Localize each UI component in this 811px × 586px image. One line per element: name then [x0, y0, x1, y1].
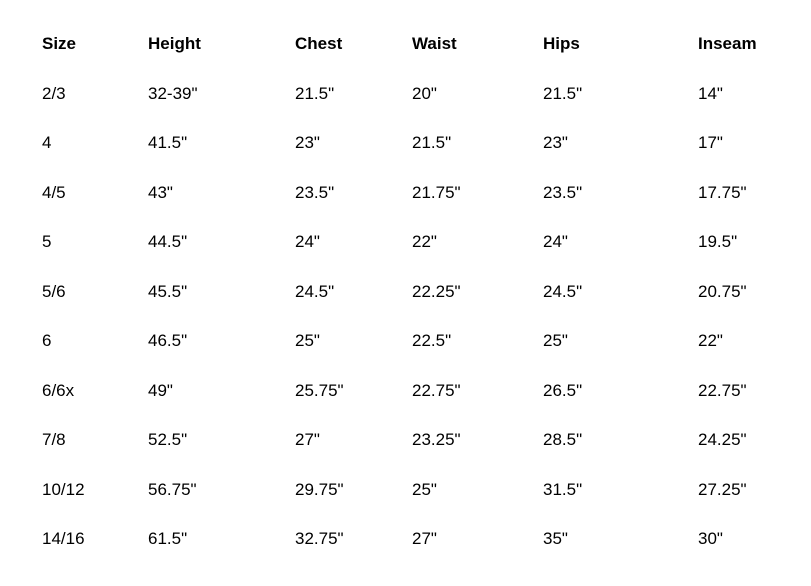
table-cell: 17": [698, 133, 723, 153]
header-cell-hips: Hips: [543, 34, 580, 54]
table-cell: 30": [698, 529, 723, 549]
header-cell-inseam: Inseam: [698, 34, 757, 54]
table-cell: 27": [295, 430, 320, 450]
table-cell: 5/6: [42, 281, 66, 301]
table-cell: 22": [412, 232, 437, 252]
table-cell: 21.5": [295, 83, 335, 103]
table-cell: 29.75": [295, 479, 344, 499]
table-cell: 22.5": [412, 331, 452, 351]
table-cell: 2/3: [42, 83, 66, 103]
table-cell: 4: [42, 133, 52, 153]
table-cell: 23": [295, 133, 320, 153]
table-cell: 32.75": [295, 529, 344, 549]
table-cell: 45.5": [148, 281, 188, 301]
header-cell-size: Size: [42, 34, 77, 54]
table-cell: 14": [698, 83, 723, 103]
table-cell: 25": [412, 479, 437, 499]
table-cell: 44.5": [148, 232, 188, 252]
table-cell: 22": [698, 331, 723, 351]
table-cell: 21.75": [412, 182, 461, 202]
table-cell: 17.75": [698, 182, 747, 202]
table-cell: 21.5": [543, 83, 583, 103]
table-cell: 24": [295, 232, 320, 252]
table-cell: 27.25": [698, 479, 747, 499]
table-cell: 52.5": [148, 430, 188, 450]
table-body: 2/3 32-39" 21.5" 20" 21.5" 14" 4 41.5" 23" 21.5" 2…: [42, 69, 811, 564]
table-cell: 24.5": [543, 281, 583, 301]
table-cell: 10/12: [42, 479, 85, 499]
table-cell: 14/16: [42, 529, 85, 549]
header-cell-waist: Waist: [412, 34, 457, 54]
table-cell: 28.5": [543, 430, 583, 450]
table-cell: 25.75": [295, 380, 344, 400]
table-cell: 24.5": [295, 281, 335, 301]
table-cell: 35": [543, 529, 568, 549]
header-cell-height: Height: [148, 34, 201, 54]
header-cell-chest: Chest: [295, 34, 343, 54]
table-cell: 27": [412, 529, 437, 549]
table-cell: 25": [295, 331, 320, 351]
table-cell: 31.5": [543, 479, 583, 499]
table-cell: 21.5": [412, 133, 452, 153]
table-row: 6 46.5" 25" 22.5" 25" 22": [42, 316, 811, 366]
size-chart-table: Size Height Chest Waist Hips Inseam 2/3 32-39"…: [42, 19, 811, 564]
table-cell: 22.25": [412, 281, 461, 301]
table-cell: 6/6x: [42, 380, 75, 400]
table-row: 5/6 45.5" 24.5" 22.25" 24.5" 20.75": [42, 267, 811, 317]
table-row: 10/12 56.75" 29.75" 25" 31.5" 27.25": [42, 465, 811, 515]
table-row: 4 41.5" 23" 21.5" 23" 17": [42, 118, 811, 168]
table-cell: 20": [412, 83, 437, 103]
table-cell: 22.75": [698, 380, 747, 400]
table-row: 6/6x 49" 25.75" 22.75" 26.5" 22.75": [42, 366, 811, 416]
table-row: 7/8 52.5" 27" 23.25" 28.5" 24.25": [42, 415, 811, 465]
table-cell: 24": [543, 232, 568, 252]
table-cell: 23": [543, 133, 568, 153]
table-cell: 43": [148, 182, 173, 202]
table-cell: 23.5": [295, 182, 335, 202]
table-cell: 49": [148, 380, 173, 400]
table-cell: 22.75": [412, 380, 461, 400]
table-cell: 25": [543, 331, 568, 351]
table-cell: 23.5": [543, 182, 583, 202]
table-cell: 41.5": [148, 133, 188, 153]
table-cell: 19.5": [698, 232, 738, 252]
table-cell: 26.5": [543, 380, 583, 400]
table-row: 2/3 32-39" 21.5" 20" 21.5" 14": [42, 69, 811, 119]
table-cell: 23.25": [412, 430, 461, 450]
table-cell: 24.25": [698, 430, 747, 450]
table-row: 4/5 43" 23.5" 21.75" 23.5" 17.75": [42, 168, 811, 218]
table-cell: 7/8: [42, 430, 66, 450]
table-cell: 32-39": [148, 83, 198, 103]
table-cell: 61.5": [148, 529, 188, 549]
table-row: 5 44.5" 24" 22" 24" 19.5": [42, 217, 811, 267]
table-cell: 46.5": [148, 331, 188, 351]
table-cell: 6: [42, 331, 52, 351]
table-row: 14/16 61.5" 32.75" 27" 35" 30": [42, 514, 811, 564]
table-cell: 20.75": [698, 281, 747, 301]
table-cell: 5: [42, 232, 52, 252]
header-row: Size Height Chest Waist Hips Inseam: [42, 19, 811, 69]
table-cell: 56.75": [148, 479, 197, 499]
table-cell: 4/5: [42, 182, 66, 202]
